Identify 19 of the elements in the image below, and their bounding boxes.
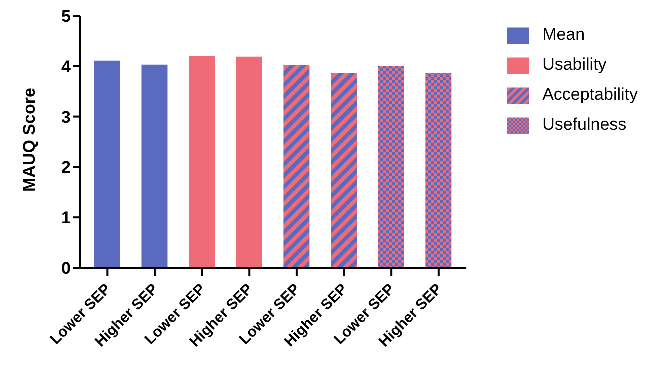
y-tick-label: 3 — [62, 108, 71, 127]
y-tick-label: 5 — [62, 7, 71, 26]
y-tick-label: 0 — [62, 259, 71, 278]
bar — [331, 72, 358, 268]
y-axis-title: MAUQ Score — [20, 88, 40, 192]
bar — [236, 56, 262, 268]
legend-label: Usability — [542, 55, 607, 74]
legend-label: Acceptability — [542, 85, 638, 104]
bar — [142, 64, 168, 268]
legend-label: Mean — [542, 25, 586, 44]
bar — [378, 66, 404, 268]
bar — [426, 72, 452, 268]
bar — [284, 65, 310, 268]
bar — [189, 56, 216, 268]
y-tick-label: 1 — [62, 208, 71, 228]
bar — [94, 60, 120, 268]
y-tick-label: 4 — [62, 57, 72, 76]
y-tick-label: 2 — [62, 158, 71, 178]
legend-label: Usefulness — [542, 115, 627, 134]
